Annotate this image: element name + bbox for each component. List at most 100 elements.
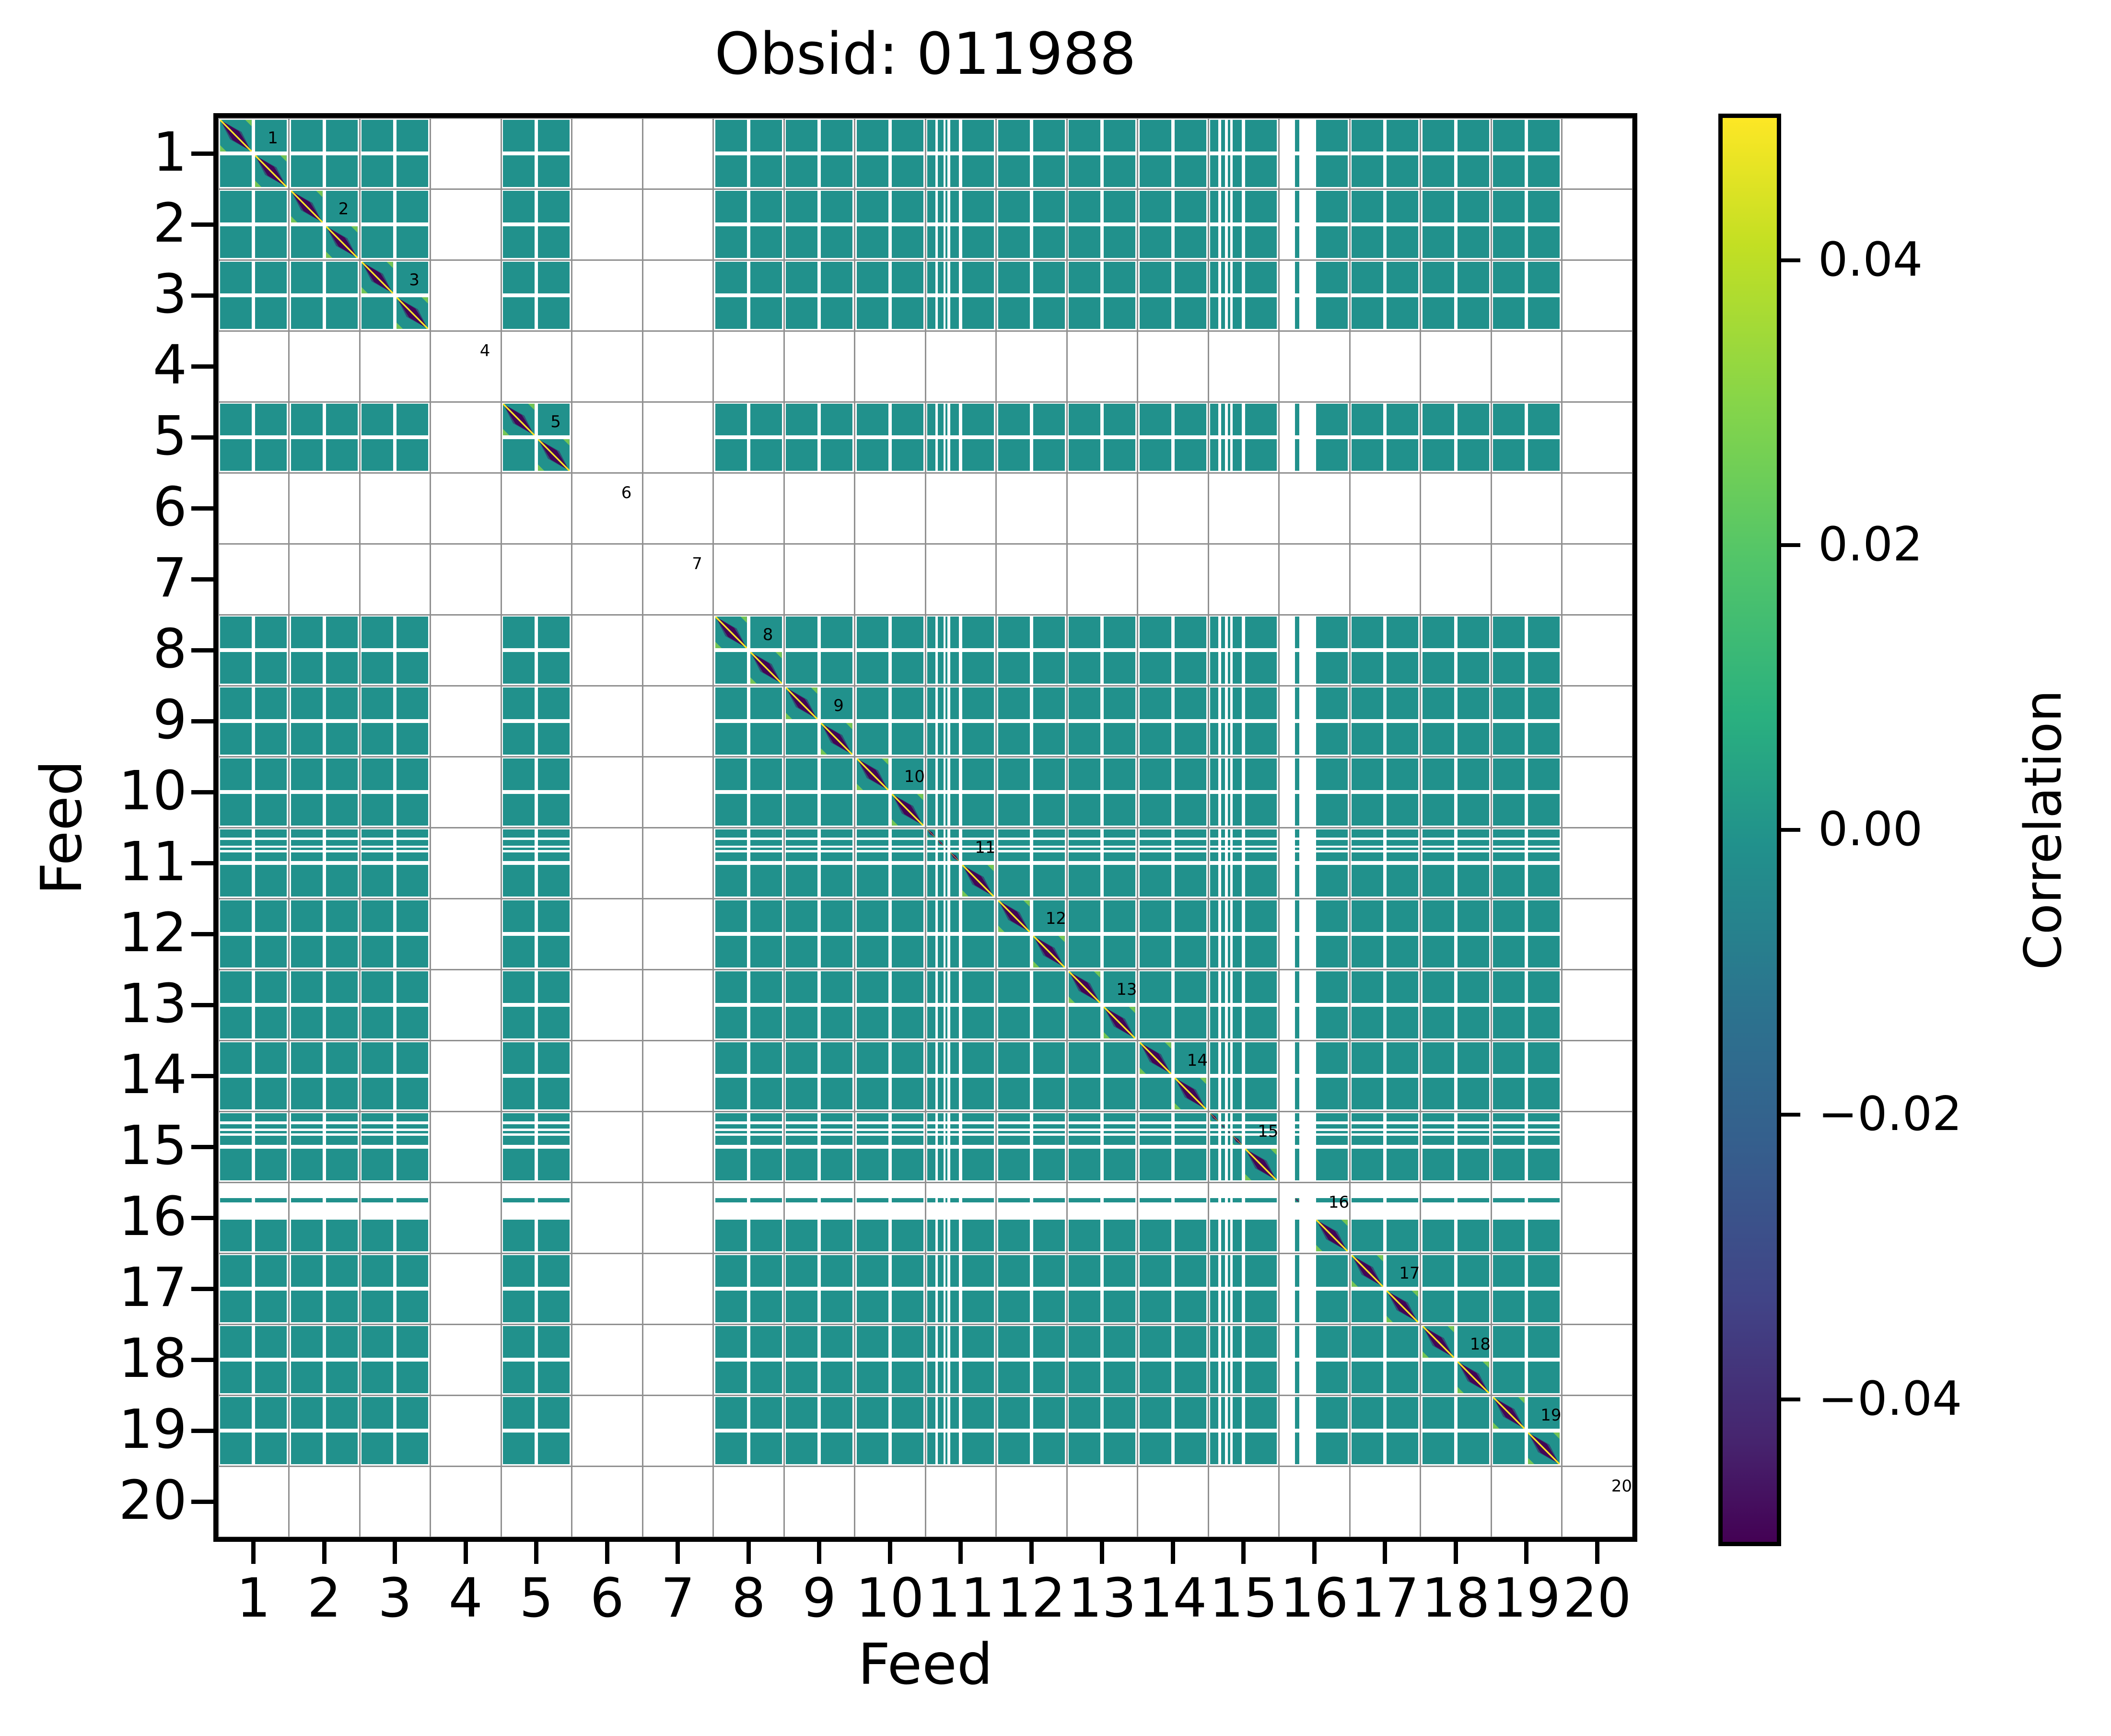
heatmap-cell [786, 848, 818, 850]
heatmap-cell [291, 439, 323, 471]
heatmap-cell [1422, 1198, 1454, 1203]
heatmap-cell [1457, 1124, 1489, 1129]
heatmap-cell [503, 652, 535, 684]
heatmap-cell [891, 1219, 923, 1251]
x-tick-mark [958, 1542, 963, 1564]
heatmap-cell [291, 1077, 323, 1109]
heatmap-cell [326, 1397, 358, 1429]
heatmap-cell [821, 297, 853, 329]
heatmap-cell [362, 1136, 394, 1145]
heatmap-cell [998, 758, 1030, 791]
diagonal-autocorrelation-block [1139, 1042, 1171, 1074]
heatmap-cell [1295, 839, 1299, 846]
heatmap-cell [1352, 1198, 1384, 1203]
heatmap-cell [1387, 852, 1419, 862]
heatmap-cell [1457, 839, 1489, 846]
heatmap-cell [950, 839, 959, 846]
heatmap-cell [397, 1077, 429, 1109]
heatmap-cell [538, 852, 570, 862]
heatmap-cell [1221, 1219, 1225, 1251]
heatmap-cell [362, 1361, 394, 1393]
heatmap-cell [1139, 1124, 1171, 1129]
heatmap-cell [750, 1198, 782, 1203]
heatmap-cell [503, 226, 535, 258]
heatmap-cell [1139, 839, 1171, 846]
feed-number-label: 12 [1045, 909, 1067, 929]
heatmap-cell [1210, 1255, 1219, 1287]
heatmap-cell [326, 839, 358, 846]
heatmap-cell [397, 864, 429, 897]
colorbar-tick-mark [1781, 1398, 1800, 1401]
heatmap-cell [255, 1077, 287, 1109]
heatmap-cell [1221, 439, 1225, 471]
y-tick-label: 4 [152, 334, 187, 396]
heatmap-cell [1227, 617, 1230, 649]
heatmap-cell [326, 297, 358, 329]
heatmap-cell [503, 829, 535, 838]
x-tick-label: 10 [855, 1567, 924, 1630]
diagonal-autocorrelation-block [821, 722, 853, 755]
heatmap-cell [1221, 687, 1225, 720]
heatmap-cell [891, 1113, 923, 1122]
heatmap-cell [856, 262, 888, 294]
x-tick-label: 11 [926, 1567, 995, 1630]
y-tick-mark [191, 506, 213, 511]
heatmap-cell [220, 191, 252, 223]
heatmap-cell [821, 1361, 853, 1393]
heatmap-cell [1352, 404, 1384, 436]
heatmap-cell [1422, 1255, 1454, 1287]
heatmap-cell [998, 1219, 1030, 1251]
heatmap-cell [945, 1006, 948, 1038]
heatmap-cell [1033, 1361, 1065, 1393]
heatmap-cell [1316, 839, 1348, 846]
heatmap-cell [1245, 1397, 1277, 1429]
heatmap-cell [1104, 1136, 1136, 1145]
heatmap-cell [1139, 155, 1171, 187]
heatmap-cell [945, 1290, 948, 1322]
x-tick-label: 3 [378, 1567, 412, 1630]
heatmap-cell [1210, 404, 1219, 436]
heatmap-cell [538, 1326, 570, 1358]
heatmap-cell [998, 935, 1030, 967]
heatmap-cell [998, 652, 1030, 684]
heatmap-cell [326, 1290, 358, 1322]
heatmap-cell [1210, 848, 1219, 850]
heatmap-cell [856, 1130, 888, 1133]
heatmap-cell [397, 722, 429, 755]
heatmap-cell [1457, 155, 1489, 187]
diagonal-autocorrelation-block [927, 829, 935, 838]
heatmap-cell [937, 297, 944, 329]
heatmap-cell [998, 404, 1030, 436]
heatmap-cell [856, 1198, 888, 1203]
heatmap-cell [1295, 1290, 1299, 1322]
heatmap-cell [1174, 852, 1206, 862]
heatmap-cell [786, 404, 818, 436]
heatmap-cell [1210, 793, 1219, 826]
heatmap-cell [1295, 1432, 1299, 1464]
heatmap-cell [1245, 1255, 1277, 1287]
heatmap-cell [1104, 900, 1136, 932]
heatmap-cell [538, 1124, 570, 1129]
heatmap-cell [1387, 1136, 1419, 1145]
heatmap-cell [950, 935, 959, 967]
heatmap-cell [1033, 1397, 1065, 1429]
heatmap-cell [1210, 1006, 1219, 1038]
heatmap-cell [998, 155, 1030, 187]
grid-line-vertical [1561, 118, 1563, 1537]
heatmap-cell [291, 1006, 323, 1038]
heatmap-cell [326, 1198, 358, 1203]
heatmap-cell [1232, 1326, 1242, 1358]
heatmap-cell [1295, 1255, 1299, 1287]
heatmap-cell [1352, 1124, 1384, 1129]
heatmap-cell [750, 120, 782, 152]
heatmap-cell [950, 1198, 959, 1203]
heatmap-cell [998, 1290, 1030, 1322]
heatmap-cell [1227, 687, 1230, 720]
heatmap-cell [1033, 839, 1065, 846]
heatmap-cell [503, 758, 535, 791]
heatmap-cell [1033, 191, 1065, 223]
heatmap-cell [1457, 1130, 1489, 1133]
heatmap-cell [1493, 617, 1525, 649]
heatmap-cell [220, 1255, 252, 1287]
heatmap-cell [927, 1290, 935, 1322]
